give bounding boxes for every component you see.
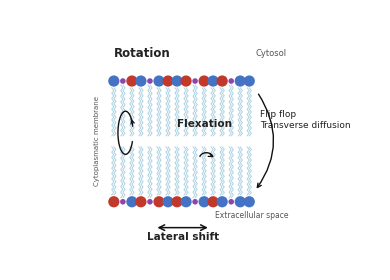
Circle shape [108, 196, 119, 207]
Circle shape [216, 75, 228, 87]
Circle shape [147, 199, 153, 205]
Circle shape [135, 196, 147, 207]
Circle shape [162, 75, 174, 87]
Circle shape [235, 196, 246, 207]
Text: Lateral shift: Lateral shift [147, 232, 219, 242]
Circle shape [147, 78, 153, 84]
Circle shape [120, 78, 126, 84]
Text: Flexation: Flexation [177, 119, 232, 129]
Circle shape [207, 75, 219, 87]
Circle shape [192, 199, 198, 205]
Circle shape [120, 199, 126, 205]
Text: Cytoplasmatic membrane: Cytoplasmatic membrane [94, 96, 101, 186]
Text: Rotation: Rotation [113, 46, 170, 60]
Circle shape [192, 78, 198, 84]
Text: Cytosol: Cytosol [256, 48, 287, 57]
Circle shape [172, 196, 183, 207]
Circle shape [229, 78, 234, 84]
Text: Extracellular space: Extracellular space [215, 211, 289, 220]
Circle shape [216, 196, 228, 207]
Circle shape [244, 75, 255, 87]
Circle shape [229, 199, 234, 205]
Circle shape [235, 75, 246, 87]
Circle shape [199, 196, 210, 207]
Circle shape [126, 75, 138, 87]
Text: Flip flop
Transverse diffusion: Flip flop Transverse diffusion [260, 110, 351, 130]
Circle shape [135, 75, 147, 87]
Circle shape [108, 75, 119, 87]
Circle shape [172, 75, 183, 87]
Circle shape [153, 75, 165, 87]
Circle shape [181, 75, 191, 87]
Circle shape [244, 196, 255, 207]
Circle shape [126, 196, 138, 207]
Circle shape [153, 196, 165, 207]
Circle shape [207, 196, 219, 207]
Circle shape [162, 196, 174, 207]
Circle shape [199, 75, 210, 87]
Circle shape [181, 196, 191, 207]
